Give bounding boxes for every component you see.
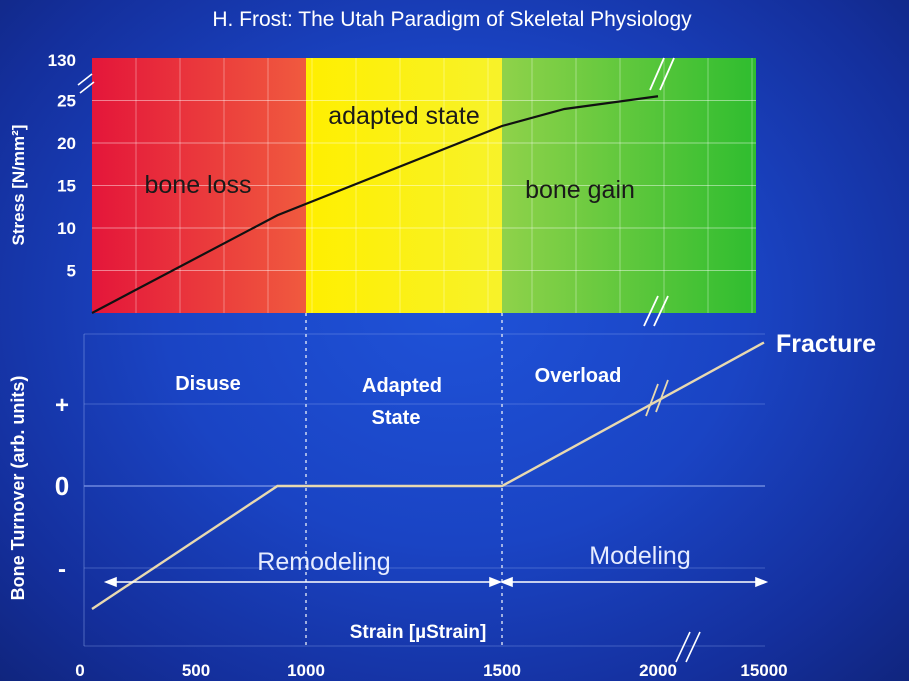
x-tick-label: 1500 [483, 661, 521, 680]
bottom-y-axis-label: Bone Turnover (arb. units) [8, 376, 28, 601]
x-axis-label: Strain [µStrain] [350, 622, 487, 643]
remodeling-label: Remodeling [257, 548, 390, 576]
page-title: H. Frost: The Utah Paradigm of Skeletal … [212, 8, 692, 31]
bottom-y-tick-label: + [55, 392, 69, 419]
region-label-disuse: Disuse [175, 373, 241, 395]
zone-label-bone-gain: bone gain [525, 176, 635, 204]
top-break-mark-upper [649, 57, 675, 91]
zone-bone-loss [92, 58, 306, 313]
x-tick-label: 2000 [639, 661, 677, 680]
top-break-mark-lower [643, 295, 669, 327]
bottom-y-tick-label: - [58, 556, 66, 583]
top-panel: bone loss adapted state bone gain Stress… [9, 51, 756, 327]
top-y-tick-label: 20 [57, 134, 76, 153]
modeling-label: Modeling [589, 542, 690, 570]
zone-adapted-state [306, 58, 502, 313]
x-axis-ticks: 0 500 1000 1500 2000 15000 [75, 661, 787, 680]
bottom-panel: Disuse Adapted State Overload Fracture R… [8, 313, 876, 680]
bottom-y-ticks: +0 - [55, 392, 69, 583]
x-tick-label: 500 [182, 661, 210, 680]
bone-turnover-curve [91, 341, 765, 610]
x-tick-label: 1000 [287, 661, 325, 680]
top-y-tick-label: 15 [57, 177, 76, 196]
zone-separators [305, 313, 503, 646]
modeling-arrow [499, 576, 769, 588]
region-label-state: State [372, 407, 421, 429]
region-label-overload: Overload [535, 365, 622, 387]
overload-break-mark [645, 379, 669, 417]
region-label-adapted: Adapted [362, 375, 442, 397]
top-y-tick-label: 25 [57, 92, 76, 111]
bottom-y-tick-label: 0 [55, 471, 69, 501]
top-y-axis-label: Stress [N/mm²] [9, 125, 28, 246]
y-axis-break-mark [77, 73, 95, 94]
x-tick-label: 0 [75, 661, 84, 680]
x-tick-label: 15000 [740, 661, 787, 680]
zone-label-adapted-state: adapted state [328, 102, 480, 130]
top-y-tick-label: 130 [48, 51, 76, 70]
fracture-label: Fracture [776, 330, 876, 358]
stress-strain-curve [91, 95, 659, 314]
zone-label-bone-loss: bone loss [144, 171, 251, 199]
remodeling-arrow [103, 576, 503, 588]
top-y-ticks: 5 10 15 20 25 130 [48, 51, 76, 281]
top-y-tick-label: 10 [57, 219, 76, 238]
x-axis-break-mark [675, 631, 701, 663]
top-y-tick-label: 5 [67, 262, 76, 281]
top-grid [92, 58, 756, 313]
